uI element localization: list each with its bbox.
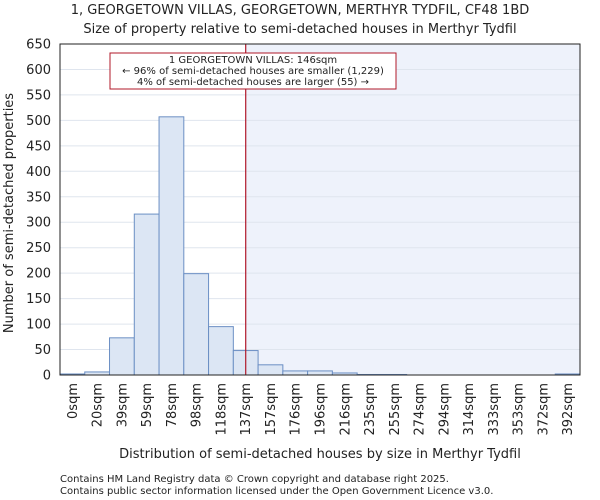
x-tick-label: 372sqm (536, 383, 551, 436)
x-tick-label: 39sqm (115, 383, 130, 427)
x-tick-label: 255sqm (388, 383, 403, 436)
x-tick-label: 118sqm (214, 383, 229, 436)
x-tick-label: 78sqm (165, 383, 180, 427)
bar-78sqm (158, 116, 185, 376)
chart-subtitle: Size of property relative to semi-detach… (83, 22, 516, 37)
bar-176sqm (282, 370, 309, 376)
y-axis-label: Number of semi-detached properties (2, 93, 17, 333)
x-tick-label: 0sqm (66, 383, 81, 419)
y-tick-label: 100 (26, 318, 51, 333)
y-axis-ticks: 0 50 100 150 200 250 300 350 400 450 500 550 600 650 (26, 38, 51, 384)
y-tick-label: 450 (26, 139, 51, 154)
x-tick-label: 333sqm (487, 383, 502, 436)
x-tick-label: 157sqm (264, 383, 279, 436)
footer-line-1: Contains HM Land Registry data © Crown c… (60, 474, 449, 485)
x-tick-label: 314sqm (462, 383, 477, 436)
y-tick-label: 650 (26, 38, 51, 53)
x-tick-label: 392sqm (561, 383, 576, 436)
bar-157sqm (257, 364, 284, 376)
y-tick-label: 150 (26, 292, 51, 307)
x-tick-label: 216sqm (338, 383, 353, 436)
x-tick-label: 294sqm (437, 383, 452, 436)
x-tick-label: 98sqm (190, 383, 205, 427)
annotation-line-1: 1 GEORGETOWN VILLAS: 146sqm (169, 55, 337, 66)
x-tick-label: 235sqm (363, 383, 378, 436)
y-tick-label: 250 (26, 241, 51, 256)
bar-98sqm (183, 273, 210, 376)
bar-196sqm (307, 370, 333, 376)
x-axis-label: Distribution of semi-detached houses by … (119, 447, 521, 462)
annotation-line-3: 4% of semi-detached houses are larger (5… (137, 77, 369, 88)
plot-area: 1 GEORGETOWN VILLAS: 146sqm ← 96% of sem… (59, 43, 581, 376)
y-tick-label: 550 (26, 88, 51, 103)
x-tick-label: 196sqm (314, 383, 329, 436)
bar-118sqm (208, 326, 234, 376)
bar-39sqm (109, 337, 135, 376)
chart-title: 1, GEORGETOWN VILLAS, GEORGETOWN, MERTHY… (71, 3, 530, 18)
y-tick-label: 500 (26, 114, 51, 129)
x-tick-label: 59sqm (140, 383, 155, 427)
y-tick-label: 300 (26, 216, 51, 231)
x-tick-label: 274sqm (413, 383, 428, 436)
y-tick-label: 0 (43, 369, 51, 384)
y-tick-label: 350 (26, 190, 51, 205)
y-tick-label: 400 (26, 165, 51, 180)
annotation-frame (109, 52, 397, 90)
y-tick-label: 600 (26, 63, 51, 78)
footer-line-2: Contains public sector information licen… (60, 486, 493, 497)
x-tick-label: 20sqm (91, 383, 106, 427)
y-tick-label: 200 (26, 267, 51, 282)
larger-region-shade (245, 44, 580, 375)
annotation-box: 1 GEORGETOWN VILLAS: 146sqm ← 96% of sem… (109, 52, 397, 90)
bars (59, 116, 581, 376)
annotation-line-2: ← 96% of semi-detached houses are smalle… (122, 66, 384, 77)
plot-frame (59, 43, 581, 376)
y-tick-label: 50 (34, 343, 51, 358)
x-tick-label: 176sqm (289, 383, 304, 436)
x-axis-ticks: 0sqm 20sqm 39sqm 59sqm 78sqm 98sqm 118sqm 137sq… (66, 383, 576, 436)
x-tick-label: 137sqm (239, 383, 254, 436)
x-tick-label: 353sqm (512, 383, 527, 436)
bar-59sqm (133, 213, 160, 376)
